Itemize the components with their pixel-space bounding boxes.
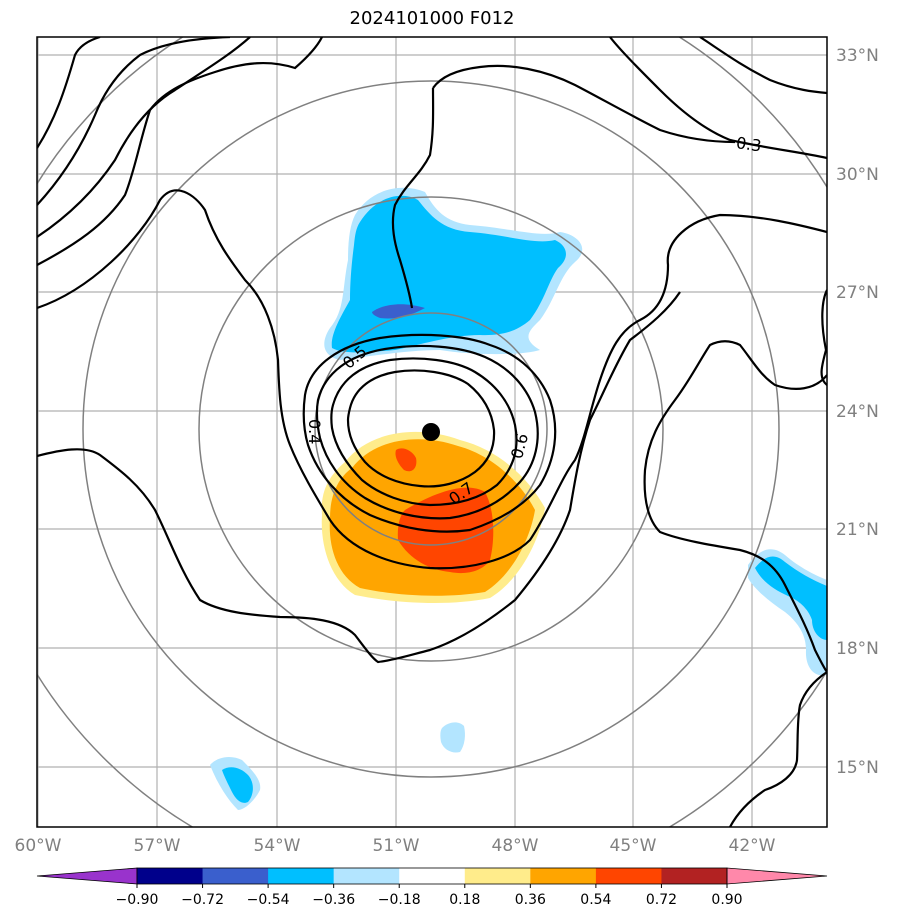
colorbar-tick-label: 0.72 [646,892,677,908]
colorbar-segment [268,868,335,884]
colorbar-tick-label: −0.36 [312,892,355,908]
contour-label: 0.3 [735,133,763,155]
lat-tick-label: 15°N [836,758,879,778]
lon-tick-label: 57°W [134,836,181,856]
colorbar-frame [136,867,728,885]
lon-tick-label: 54°W [254,836,301,856]
lon-tick-label: 48°W [492,836,539,856]
colorbar-tick-label: 0.54 [580,892,611,908]
lon-labels: 60°W 57°W 54°W 51°W 48°W 45°W 42°W [15,836,776,856]
lat-tick-label: 27°N [836,283,879,303]
colorbar-tick-label: 0.36 [515,892,546,908]
colorbar-segment [333,868,400,884]
positive-anomaly-red [397,487,494,574]
colorbar-segment [399,868,466,884]
range-rings [37,37,827,827]
colorbar-tick-label: −0.72 [181,892,224,908]
colorbar-extend-min [36,867,138,885]
colorbar-extend-max [726,867,828,885]
lon-tick-label: 51°W [373,836,420,856]
colorbar-segment [530,868,597,884]
colorbar-segment [661,868,728,884]
colorbar-tick-label: 0.90 [711,892,742,908]
lat-labels: 33°N 30°N 27°N 24°N 21°N 18°N 15°N [836,46,879,778]
shaded-field [210,187,827,810]
lon-tick-label: 45°W [610,836,657,856]
colorbar-segment [464,868,531,884]
negative-anomaly-east-cyan [755,556,827,640]
negative-anomaly-sw-cyan [222,767,253,803]
plot-frame [36,36,828,828]
colorbar: −0.90 −0.72 −0.54 −0.36 −0.18 0.18 0.36 0.54 0.7… [36,867,828,908]
lat-tick-label: 33°N [836,46,879,66]
lon-tick-label: 60°W [15,836,62,856]
map-title: 2024101000 F012 [349,8,515,29]
contour-label: 0.6 [507,431,532,461]
colorbar-segment [202,868,269,884]
colorbar-tick-label: −0.90 [116,892,159,908]
lat-tick-label: 21°N [836,520,879,540]
positive-anomaly-red-small [395,448,417,472]
lat-tick-label: 30°N [836,165,879,185]
colorbar-segment [595,868,662,884]
colorbar-tick-label: −0.54 [247,892,290,908]
lat-tick-label: 18°N [836,639,879,659]
contours [37,37,827,827]
colorbar-tick-label: −0.18 [378,892,421,908]
contour-label: 0.4 [305,419,324,444]
lat-tick-label: 24°N [836,402,879,422]
storm-center-marker [422,423,440,441]
negative-anomaly-s-light [440,722,465,753]
lon-tick-label: 42°W [729,836,776,856]
colorbar-tick-label: 0.18 [449,892,480,908]
colorbar-segment [137,868,204,884]
